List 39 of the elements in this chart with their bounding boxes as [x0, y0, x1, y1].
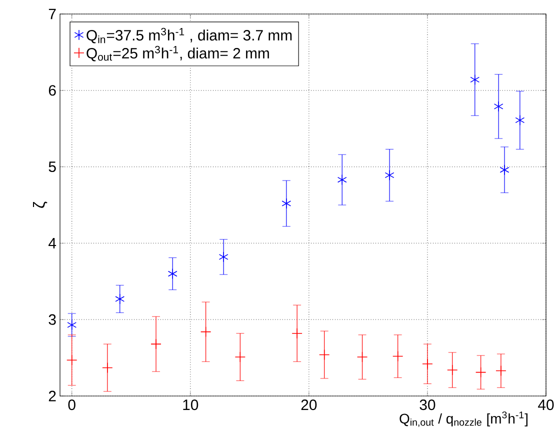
point — [515, 114, 525, 126]
y-tick-label: 3 — [48, 314, 56, 325]
point — [282, 198, 292, 209]
point — [356, 352, 368, 362]
x-tick-label: 30 — [420, 400, 436, 410]
point — [446, 364, 458, 376]
point — [475, 366, 486, 378]
point — [66, 354, 78, 366]
point — [392, 350, 404, 362]
point — [67, 320, 77, 330]
point — [292, 328, 302, 339]
point — [115, 294, 125, 304]
point — [200, 326, 212, 338]
point — [422, 358, 433, 370]
x-tick-label: 20 — [301, 400, 317, 410]
point — [218, 252, 228, 262]
y-tick-label: 6 — [48, 85, 56, 96]
point — [150, 338, 162, 350]
y-axis-title: ζ — [33, 202, 48, 208]
point — [384, 170, 394, 181]
point — [337, 174, 347, 186]
x-tick-label: 40 — [538, 400, 554, 410]
point — [470, 74, 480, 86]
point — [318, 349, 330, 360]
x-tick-label: 0 — [68, 400, 76, 410]
point — [500, 164, 510, 176]
point — [494, 101, 504, 112]
point — [102, 362, 113, 374]
y-tick-label: 4 — [48, 238, 56, 248]
point — [168, 268, 178, 280]
y-tick-label: 7 — [48, 8, 56, 20]
point — [496, 365, 506, 376]
x-tick-label: 10 — [183, 400, 198, 410]
legend-label: Q$_{in}$=37.5 m$^{3}$h$^{-1}$ , diam= 3.7 mm — [86, 28, 292, 44]
text: Q$_{in,out}$ / q$_{nozzle}$ [m$^{3}$h$^{-1}$] — [400, 411, 528, 427]
legend-label: Q$_{out}$=25 m$^{3}$h$^{-1}$, diam= 2 mm — [86, 46, 269, 62]
y-tick-label: 2 — [48, 390, 56, 402]
y-tick-label: 5 — [48, 162, 56, 172]
point — [234, 352, 246, 362]
